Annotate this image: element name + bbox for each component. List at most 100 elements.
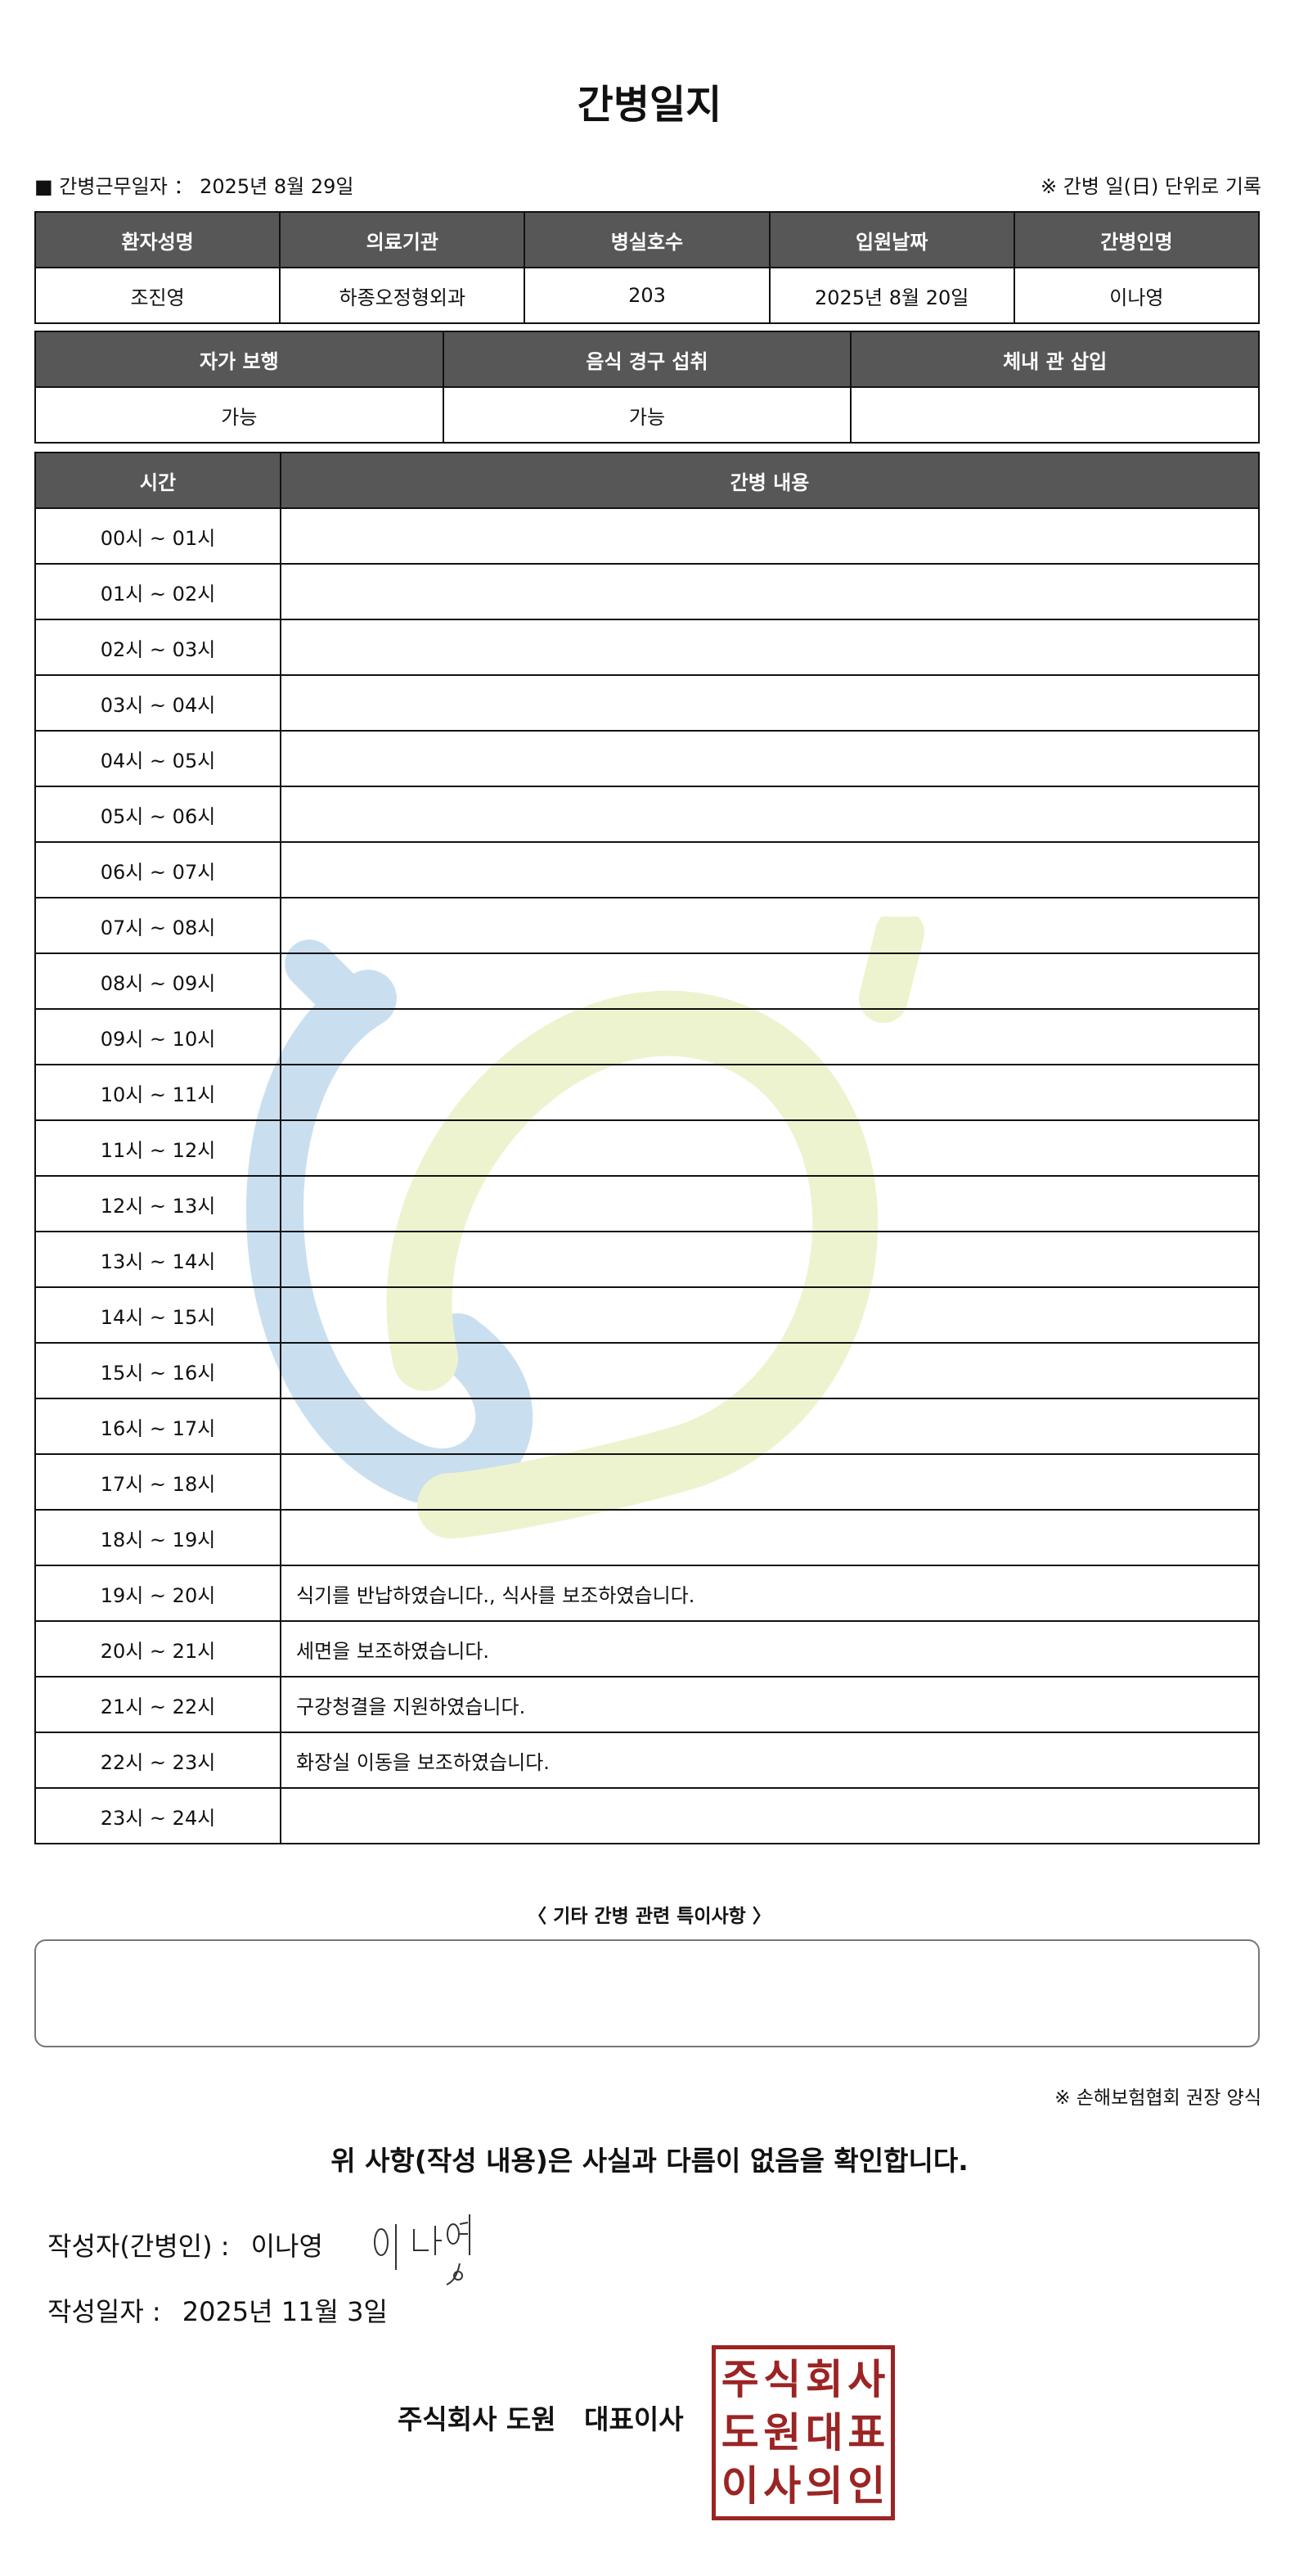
work-date-label: ■ 간병근무일자 ：: [34, 175, 194, 198]
header-care-content: 간병 내용: [280, 452, 1260, 509]
seal-character: 원: [763, 2408, 802, 2457]
seal-character: 사: [847, 2355, 886, 2403]
log-content: [280, 730, 1260, 787]
seal-character: 표: [847, 2408, 886, 2457]
log-row: 04시 ~ 05시: [34, 730, 1260, 787]
log-content: [280, 1119, 1260, 1177]
written-date-value: 2025년 11월 3일: [182, 2296, 388, 2327]
log-time: 06시 ~ 07시: [34, 841, 281, 898]
company-representative: 주식회사 도원 대표이사: [398, 2403, 684, 2435]
header-room: 병실호수: [524, 211, 771, 268]
room-number: 203: [524, 267, 771, 324]
log-row: 07시 ~ 08시: [34, 897, 1260, 954]
log-content: [280, 507, 1260, 565]
log-time: 23시 ~ 24시: [34, 1787, 281, 1844]
log-row: 11시 ~ 12시: [34, 1119, 1260, 1177]
log-content: [280, 952, 1260, 1010]
log-row: 02시 ~ 03시: [34, 619, 1260, 676]
log-row: 09시 ~ 10시: [34, 1008, 1260, 1065]
header-caregiver-name: 간병인명: [1013, 211, 1261, 268]
work-date-line: ■ 간병근무일자 ： 2025년 8월 29일: [34, 170, 353, 199]
header-walking: 자가 보행: [34, 331, 444, 388]
log-time: 21시 ~ 22시: [34, 1676, 281, 1733]
page-title: 간병일지: [577, 82, 722, 128]
log-row: 21시 ~ 22시 구강청결을 지원하였습니다.: [34, 1676, 1260, 1733]
log-row: 19시 ~ 20시 식기를 반납하였습니다., 식사를 보조하였습니다.: [34, 1565, 1260, 1622]
log-content: [280, 1286, 1260, 1344]
log-content: 구강청결을 지원하였습니다.: [280, 1676, 1260, 1733]
log-time: 00시 ~ 01시: [34, 507, 281, 565]
log-content: [280, 1398, 1260, 1455]
log-row: 10시 ~ 11시: [34, 1064, 1260, 1121]
header-hospital: 의료기관: [279, 211, 526, 268]
header-time: 시간: [34, 452, 281, 509]
log-content: [280, 897, 1260, 954]
log-time: 02시 ~ 03시: [34, 619, 281, 676]
seal-character: 회: [805, 2355, 843, 2403]
log-content: [280, 619, 1260, 676]
hospital: 하종오정형외과: [279, 267, 526, 324]
log-row: 17시 ~ 18시: [34, 1453, 1260, 1511]
seal-character: 대: [805, 2408, 843, 2457]
log-time: 16시 ~ 17시: [34, 1398, 281, 1455]
caregiver-name: 이나영: [1013, 267, 1261, 324]
log-time: 07시 ~ 08시: [34, 897, 281, 954]
log-time: 18시 ~ 19시: [34, 1509, 281, 1566]
special-notes-box: [34, 1939, 1260, 2047]
seal-character: 식: [763, 2355, 802, 2403]
log-row: 01시 ~ 02시: [34, 563, 1260, 620]
log-content: [280, 1008, 1260, 1065]
author-line: 작성자(간병인) : 이나영: [47, 2226, 323, 2263]
log-row: 00시 ~ 01시: [34, 507, 1260, 565]
log-time: 05시 ~ 06시: [34, 786, 281, 843]
header-oral-intake: 음식 경구 섭취: [442, 331, 852, 388]
log-content: 세면을 보조하였습니다.: [280, 1620, 1260, 1678]
log-content: 화장실 이동을 보조하였습니다.: [280, 1732, 1260, 1789]
log-time: 20시 ~ 21시: [34, 1620, 281, 1678]
handwritten-signature: [374, 2214, 470, 2286]
seal-character: 이: [721, 2462, 759, 2511]
log-content: 식기를 반납하였습니다., 식사를 보조하였습니다.: [280, 1565, 1260, 1622]
log-time: 04시 ~ 05시: [34, 730, 281, 787]
log-row: 18시 ~ 19시: [34, 1509, 1260, 1566]
log-time: 15시 ~ 16시: [34, 1342, 281, 1399]
log-row: 03시 ~ 04시: [34, 674, 1260, 732]
record-unit-note: ※ 간병 일(日) 단위로 기록: [1041, 175, 1261, 198]
log-time: 11시 ~ 12시: [34, 1119, 281, 1177]
header-tube: 체내 관 삽입: [850, 331, 1260, 388]
seal-character: 인: [847, 2462, 886, 2511]
patient-info-table: 환자성명 의료기관 병실호수 입원날짜 간병인명 조진영 하종오정형외과 203…: [34, 211, 1261, 324]
log-time: 19시 ~ 20시: [34, 1565, 281, 1622]
log-time: 13시 ~ 14시: [34, 1231, 281, 1288]
header-patient-name: 환자성명: [34, 211, 281, 268]
log-row: 06시 ~ 07시: [34, 841, 1260, 898]
seal-character: 사: [763, 2462, 802, 2511]
log-content: [280, 674, 1260, 732]
standard-form-note: ※ 손해보험협회 권장 양식: [1054, 2087, 1261, 2109]
log-content: [280, 841, 1260, 898]
seal-character: 주: [721, 2355, 759, 2403]
special-notes-label: 〈 기타 간병 관련 특이사항 〉: [528, 1906, 771, 1927]
log-content: [280, 1231, 1260, 1288]
log-row: 22시 ~ 23시 화장실 이동을 보조하였습니다.: [34, 1732, 1260, 1789]
log-time: 03시 ~ 04시: [34, 674, 281, 732]
log-time: 08시 ~ 09시: [34, 952, 281, 1010]
confirmation-statement: 위 사항(작성 내용)은 사실과 다름이 없음을 확인합니다.: [330, 2145, 969, 2177]
log-content: [280, 786, 1260, 843]
log-content: [280, 1509, 1260, 1566]
log-content: [280, 563, 1260, 620]
author-name: 이나영: [250, 2231, 323, 2262]
log-row: 14시 ~ 15시: [34, 1286, 1260, 1344]
written-date-label: 작성일자 :: [47, 2296, 161, 2327]
log-row: 20시 ~ 21시 세면을 보조하였습니다.: [34, 1620, 1260, 1678]
written-date-line: 작성일자 : 2025년 11월 3일: [47, 2291, 388, 2329]
log-content: [280, 1064, 1260, 1121]
oral-intake-value: 가능: [442, 386, 852, 444]
log-row: 16시 ~ 17시: [34, 1398, 1260, 1455]
log-row: 12시 ~ 13시: [34, 1175, 1260, 1232]
admission-date: 2025년 8월 20일: [768, 267, 1015, 324]
log-time: 12시 ~ 13시: [34, 1175, 281, 1232]
log-content: [280, 1342, 1260, 1399]
log-content: [280, 1787, 1260, 1844]
